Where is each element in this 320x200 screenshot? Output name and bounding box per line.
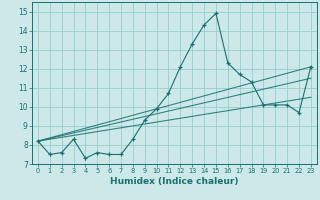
X-axis label: Humidex (Indice chaleur): Humidex (Indice chaleur) — [110, 177, 239, 186]
